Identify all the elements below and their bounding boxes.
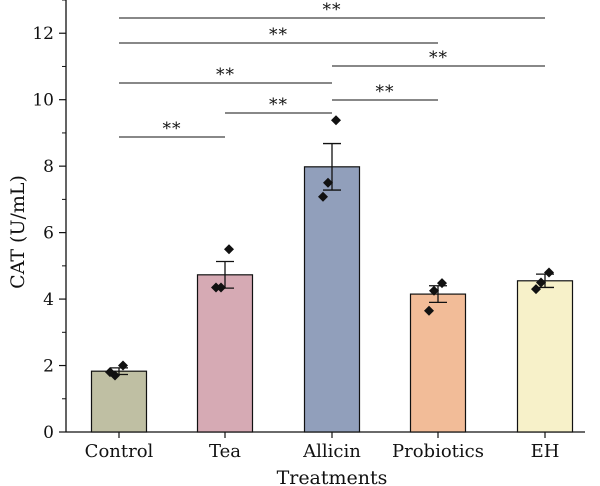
bar-allicin	[303, 166, 361, 433]
data-point	[323, 177, 333, 188]
bars	[90, 142, 574, 433]
data-point	[211, 282, 221, 293]
x-axis-title: Treatments	[277, 467, 388, 486]
data-point	[331, 115, 341, 126]
data-point	[437, 278, 447, 289]
bar-probiotics	[409, 293, 467, 433]
x-tick-label: EH	[531, 441, 560, 462]
bar-control	[90, 370, 148, 433]
y-axis-title: CAT (U/mL)	[7, 175, 29, 289]
y-tick-label: 2	[43, 357, 54, 377]
significance-label: **	[376, 82, 395, 102]
x-tick-label: Tea	[209, 441, 241, 462]
y-tick-label: 10	[32, 91, 54, 111]
significance-label: **	[216, 65, 235, 85]
significance-label: **	[269, 25, 288, 45]
bar-eh	[516, 280, 574, 433]
y-tick-label: 8	[43, 157, 54, 177]
data-points	[105, 115, 554, 381]
significance-label: **	[429, 48, 448, 68]
axes: 0 2 4 6 8 10 12	[32, 0, 585, 443]
y-tick-label: 6	[43, 224, 54, 244]
significance-label: **	[323, 0, 342, 20]
data-point	[105, 367, 115, 378]
data-point	[429, 285, 439, 296]
data-point	[544, 267, 554, 278]
y-tick-label: 12	[32, 24, 54, 44]
data-point	[118, 360, 128, 371]
data-point	[424, 305, 434, 316]
y-tick-label: 4	[43, 290, 54, 310]
x-tick-label: Allicin	[302, 441, 361, 462]
data-point	[531, 284, 541, 295]
category-labels: Control Tea Allicin Probiotics EH	[85, 441, 560, 462]
x-tick-label: Control	[85, 441, 154, 462]
data-point	[224, 244, 234, 255]
y-tick-label: 0	[43, 423, 54, 443]
data-point	[536, 277, 546, 288]
bar-tea	[196, 274, 254, 433]
data-point	[318, 191, 328, 202]
significance-brackets: ** ** ** ** ** ** **	[119, 0, 545, 139]
significance-label: **	[269, 95, 288, 115]
significance-label: **	[163, 119, 182, 139]
x-tick-label: Probiotics	[392, 441, 484, 462]
